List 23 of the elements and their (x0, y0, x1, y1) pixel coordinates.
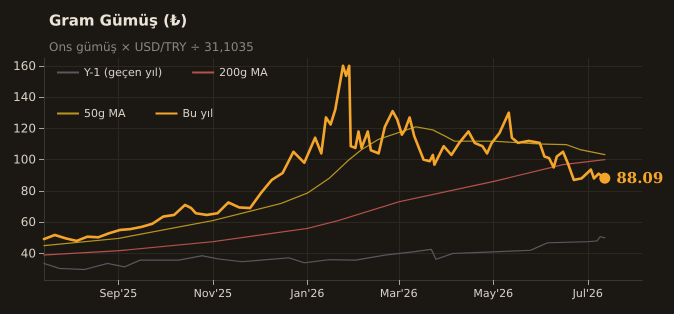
x-tick-label: Jul'26 (572, 287, 603, 300)
legend-label: 200g MA (219, 66, 268, 79)
y-tick-label: 140 (13, 90, 36, 104)
line-series (43, 159, 606, 256)
x-tick-label: Mar'26 (380, 287, 418, 300)
legend-label: Y-1 (geçen yıl) (83, 66, 162, 79)
y-tick-label: 120 (13, 121, 36, 136)
y-tick-label: 160 (13, 58, 36, 73)
y-tick-label: 80 (20, 184, 36, 198)
line-series (43, 236, 606, 270)
x-tick-label: Nov'25 (194, 287, 232, 300)
chart-subtitle: Ons gümüş × USD/TRY ÷ 31,1035 (49, 40, 254, 54)
x-tick-label: Jan'26 (289, 287, 324, 300)
line-series (43, 126, 606, 246)
x-tick-label: May'26 (473, 287, 514, 300)
legend-label: Bu yıl (182, 107, 214, 120)
y-tick-label: 60 (20, 215, 36, 230)
legend-label: 50g MA (84, 107, 126, 120)
x-tick-label: Sep'25 (99, 287, 138, 300)
y-tick-label: 40 (20, 246, 36, 260)
y-tick-label: 100 (13, 152, 36, 167)
chart-title: Gram Gümüş (₺) (49, 12, 188, 30)
annotation: 88.09 (616, 169, 664, 188)
